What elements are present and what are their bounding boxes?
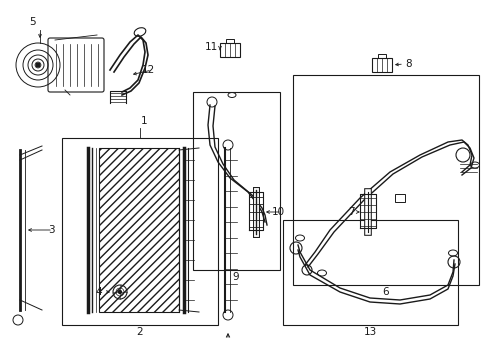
Text: 7: 7 (347, 207, 354, 217)
Bar (193, 92, 280, 270)
Text: 1: 1 (141, 116, 147, 126)
Circle shape (118, 291, 121, 293)
Bar (377, 54, 385, 58)
Text: 3: 3 (48, 225, 55, 235)
Bar (283, 220, 457, 325)
Bar (225, 39, 234, 43)
Bar (394, 194, 404, 202)
Text: 12: 12 (142, 65, 155, 75)
Bar (62, 138, 218, 325)
Text: 13: 13 (363, 327, 376, 337)
Bar (292, 75, 478, 285)
Text: 2: 2 (137, 327, 143, 337)
Text: 8: 8 (404, 59, 411, 69)
Text: 4: 4 (95, 287, 102, 297)
Bar (371, 58, 391, 72)
Bar (99, 148, 179, 312)
Text: 6: 6 (382, 287, 388, 297)
Text: 10: 10 (271, 207, 285, 217)
Circle shape (36, 63, 40, 67)
Text: 5: 5 (29, 17, 35, 27)
Text: 9: 9 (232, 272, 239, 282)
Bar (220, 43, 240, 57)
Text: 11: 11 (204, 42, 218, 52)
